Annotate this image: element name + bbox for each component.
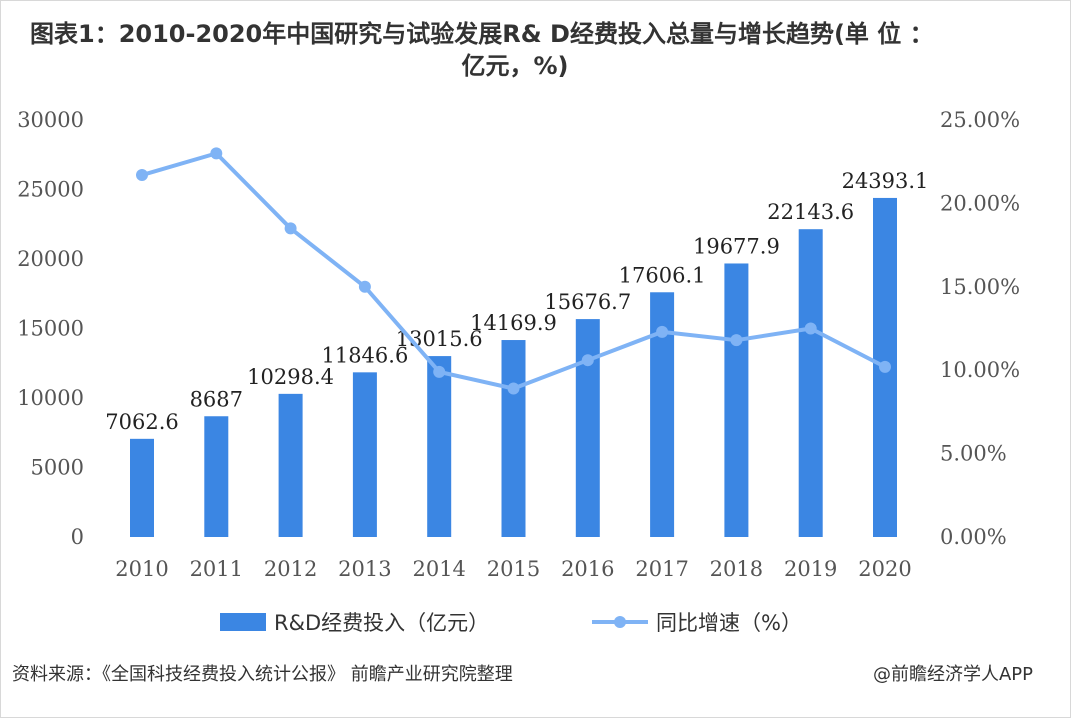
growth-rate-point bbox=[804, 322, 817, 335]
x-axis-tick-label: 2015 bbox=[487, 557, 540, 581]
growth-rate-point bbox=[581, 354, 594, 367]
bar-data-label: 17606.1 bbox=[619, 263, 706, 287]
x-axis-tick-label: 2019 bbox=[784, 557, 837, 581]
bar-data-label: 7062.6 bbox=[105, 410, 178, 434]
x-axis-tick-label: 2013 bbox=[338, 557, 391, 581]
x-axis-tick-label: 2017 bbox=[635, 557, 688, 581]
x-axis-tick-label: 2016 bbox=[561, 557, 614, 581]
growth-rate-point bbox=[507, 382, 520, 395]
left-axis-tick-label: 5000 bbox=[31, 456, 84, 480]
left-axis-tick-label: 10000 bbox=[17, 386, 84, 410]
growth-rate-point bbox=[656, 325, 669, 338]
right-axis-tick-label: 25.00% bbox=[940, 108, 1020, 132]
bar-data-label: 10298.4 bbox=[247, 365, 334, 389]
right-axis-tick-label: 5.00% bbox=[940, 442, 1007, 466]
left-axis-tick-label: 20000 bbox=[17, 247, 84, 271]
left-axis-tick-label: 0 bbox=[71, 525, 84, 549]
legend-line-label: 同比增速（%） bbox=[656, 611, 802, 635]
growth-rate-point bbox=[284, 222, 297, 235]
bar-data-label: 19677.9 bbox=[693, 234, 780, 258]
left-axis-tick-label: 25000 bbox=[17, 178, 84, 202]
growth-rate-point bbox=[210, 147, 223, 160]
x-axis-tick-label: 2020 bbox=[858, 557, 911, 581]
growth-rate-point bbox=[433, 365, 446, 378]
title-line-2: 亿元，%) bbox=[461, 52, 569, 80]
bar bbox=[204, 416, 229, 537]
right-axis-tick-label: 10.00% bbox=[940, 358, 1020, 382]
bar-data-label: 22143.6 bbox=[767, 200, 854, 224]
left-axis-tick-label: 30000 bbox=[17, 108, 84, 132]
x-axis-tick-label: 2011 bbox=[190, 557, 243, 581]
x-axis-tick-label: 2012 bbox=[264, 557, 317, 581]
growth-rate-point bbox=[879, 360, 891, 373]
bar-data-label: 14169.9 bbox=[470, 311, 557, 335]
source-note: 资料来源：《全国科技经费投入统计公报》 前瞻产业研究院整理 bbox=[12, 664, 513, 685]
left-axis-tick-label: 15000 bbox=[17, 317, 84, 341]
title-line-1: 图表1：2010-2020年中国研究与试验发展R& D经费投入总量与增长趋势(单… bbox=[30, 20, 934, 48]
chart-title: 图表1：2010-2020年中国研究与试验发展R& D经费投入总量与增长趋势(单… bbox=[30, 18, 1040, 82]
growth-rate-point bbox=[730, 334, 743, 347]
bar-data-label: 11846.6 bbox=[321, 343, 408, 367]
x-axis-tick-label: 2014 bbox=[412, 557, 465, 581]
x-axis-tick-label: 2018 bbox=[710, 557, 763, 581]
growth-rate-point bbox=[136, 169, 148, 182]
bar-data-label: 8687 bbox=[190, 387, 243, 411]
bar bbox=[130, 438, 154, 537]
bar-data-label: 15676.7 bbox=[544, 290, 631, 314]
right-axis-tick-label: 15.00% bbox=[940, 275, 1020, 299]
bar bbox=[427, 356, 452, 537]
bar bbox=[501, 340, 526, 537]
right-axis-tick-label: 0.00% bbox=[940, 525, 1007, 549]
right-axis-tick-label: 20.00% bbox=[940, 191, 1020, 215]
bar bbox=[798, 229, 823, 537]
bar-data-label: 24393.1 bbox=[842, 169, 929, 193]
bar bbox=[575, 319, 600, 537]
legend-line-marker bbox=[614, 616, 626, 628]
credit-note: @前瞻经济学人APP bbox=[872, 664, 1033, 685]
bar bbox=[352, 372, 377, 537]
legend-bar-swatch bbox=[220, 613, 266, 631]
legend-bar-label: R&D经费投入（亿元） bbox=[274, 611, 489, 635]
bar bbox=[724, 263, 749, 537]
bar bbox=[278, 393, 303, 537]
x-axis-tick-label: 2010 bbox=[115, 557, 168, 581]
growth-rate-point bbox=[358, 280, 371, 293]
